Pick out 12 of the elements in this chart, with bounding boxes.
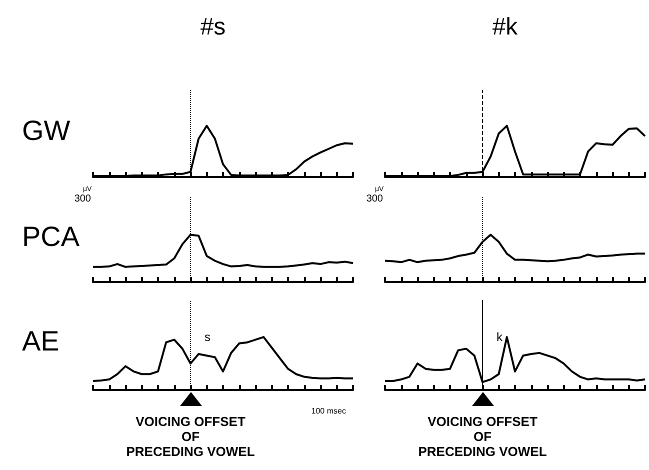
text: 300 <box>366 194 384 204</box>
text: VOICING OFFSET OF PRECEDING VOWEL <box>418 414 547 459</box>
text: 300 <box>74 194 92 204</box>
y-axis-title: AE <box>22 326 60 356</box>
annotation: k <box>496 330 504 344</box>
y-axis-title: PCA <box>22 221 80 252</box>
annotation: s <box>204 330 210 344</box>
text: VOICING OFFSET OF PRECEDING VOWEL <box>126 414 255 459</box>
text: 100 msec <box>311 406 346 416</box>
chart-title: #k <box>492 14 519 40</box>
chart-title: #s <box>200 14 226 40</box>
y-axis-title: GW <box>22 115 71 146</box>
